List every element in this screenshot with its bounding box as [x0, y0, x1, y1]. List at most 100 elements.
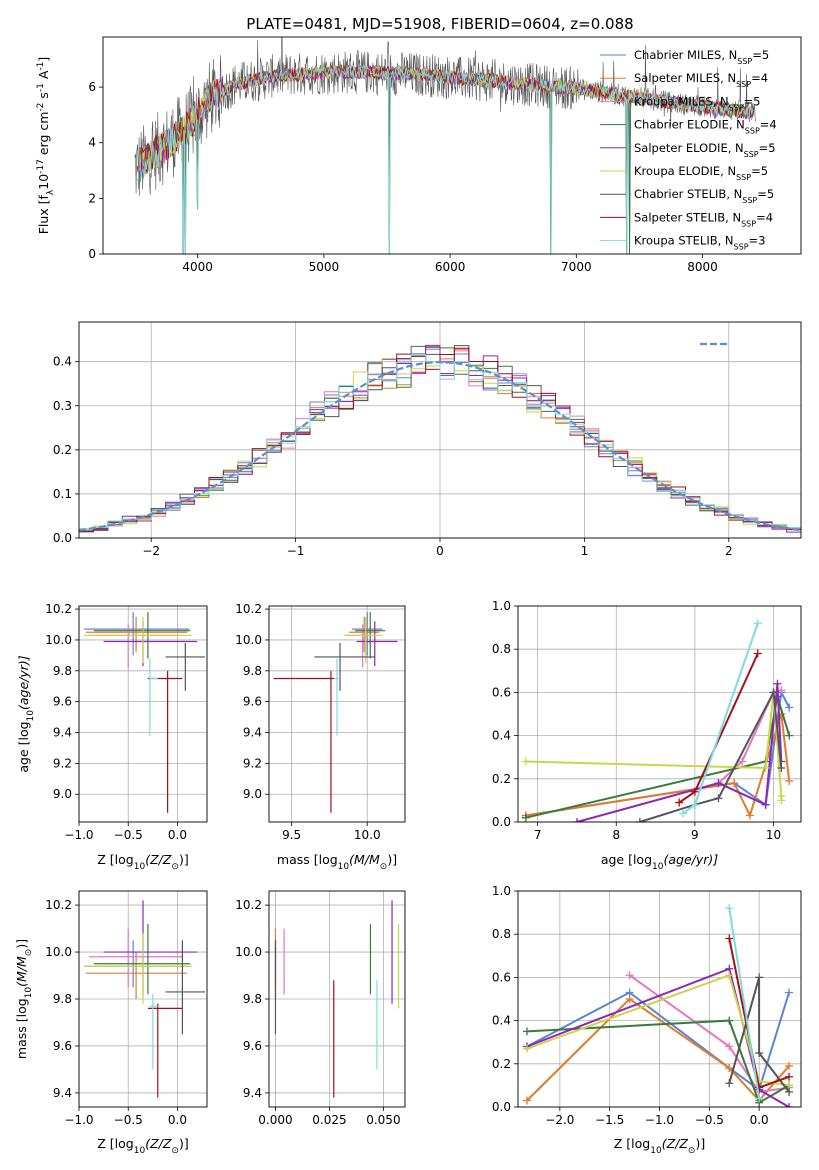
- label-part: ⊙: [171, 1146, 179, 1156]
- label-part: Kroupa MILES, N: [634, 94, 729, 108]
- label-part: SSP: [736, 173, 751, 182]
- label-part: Z [log: [97, 1136, 133, 1151]
- y-tick-label: 9.6: [53, 695, 72, 709]
- plot-area-mass_vs_z: [83, 900, 206, 1098]
- axes-frame: [268, 890, 406, 1108]
- axes-frame: [102, 36, 802, 255]
- label-part: SSP: [745, 126, 760, 135]
- weight-line-2: [629, 974, 790, 1093]
- label-part: =3: [749, 234, 766, 248]
- y-tick-label: 9.4: [243, 1086, 262, 1100]
- label-part: =5: [759, 141, 776, 155]
- weight-marker: [521, 757, 530, 766]
- weight-marker: [753, 619, 762, 628]
- label-part: )]: [695, 1136, 705, 1151]
- chart-residuals: −2 −1 0 1 2 0.0 0.1 0.2 0.3 0.4: [53, 321, 802, 558]
- y-tick-label: 9.8: [53, 664, 72, 678]
- weight-marker: [773, 679, 782, 688]
- y-tick-label: 0.4: [53, 355, 72, 369]
- y-tick-label: 0.8: [492, 642, 511, 656]
- weight-line-3: [525, 696, 791, 819]
- y-axis-label: Flux [fλ10-17 erg cm-2 s-1 A-1]: [36, 57, 56, 235]
- chart-mass_vs_ebv: 0.000 0.025 0.050 9.4 9.6 9.8 10.0 10.2: [235, 890, 406, 1127]
- y-tick-label: 1.0: [492, 599, 511, 613]
- y-tick-label: 2: [88, 191, 96, 205]
- y-tick-label: 9.2: [243, 756, 262, 770]
- y-axis-label: mass [log10(M/M⊙)]: [14, 939, 34, 1059]
- label-part: ⊙: [688, 1146, 696, 1156]
- y-tick-label: 9.6: [243, 1039, 262, 1053]
- label-part: =5: [757, 187, 774, 201]
- label-part: -1: [36, 62, 46, 71]
- weight-marker: [730, 779, 739, 788]
- weight-marker: [725, 904, 734, 913]
- chart-mass_vs_z: −1.0 −0.5 0.09.49.69.810.010.2Z [log10(Z/Z…: [14, 890, 208, 1156]
- x-axis-label: Z [log10(Z/Z⊙)]: [97, 852, 188, 872]
- weight-marker: [522, 1044, 531, 1053]
- weight-marker: [714, 779, 723, 788]
- label-part: 10: [134, 1146, 146, 1156]
- y-tick-label: 0.0: [53, 531, 72, 545]
- y-tick-label: 4: [88, 136, 96, 150]
- x-tick-label: 4000: [182, 260, 213, 274]
- weight-marker: [725, 1042, 734, 1051]
- chart-age_vs_mass: 9.5 10.0 9.0 9.2 9.4 9.6 9.8 10.0 10.2 mass [log1…: [235, 602, 406, 872]
- x-axis-label: Z [log10(Z/Z⊙)]: [614, 1136, 705, 1156]
- label-part: (Z/Z: [662, 1136, 689, 1151]
- legend-entry: Kroupa ELODIE, NSSP=5: [634, 164, 768, 182]
- y-tick-label: 0.2: [492, 772, 511, 786]
- axes-frame: [517, 605, 802, 823]
- x-axis-label: Z [log10(Z/Z⊙)]: [97, 1136, 188, 1156]
- weight-marker: [785, 703, 794, 712]
- label-part: s: [36, 92, 51, 103]
- legend-entry: Salpeter STELIB, NSSP=4: [634, 210, 773, 228]
- y-tick-label: 9.8: [53, 992, 72, 1006]
- x-tick-label: −1.0: [64, 1113, 93, 1127]
- label-part: SSP: [734, 242, 749, 251]
- x-tick-label: 5000: [309, 260, 340, 274]
- weight-marker: [725, 1079, 734, 1088]
- label-part: Chabrier STELIB, N: [634, 187, 742, 201]
- weight-marker: [785, 1061, 794, 1070]
- y-tick-label: 9.0: [53, 787, 72, 801]
- x-tick-label: 8: [612, 828, 620, 842]
- label-part: =5: [751, 164, 768, 178]
- x-tick-label: 10.0: [354, 828, 381, 842]
- weight-marker: [785, 776, 794, 785]
- y-tick-label: 10.2: [235, 898, 262, 912]
- axes-frame: [78, 605, 208, 823]
- label-part: SSP: [741, 219, 756, 228]
- weight-marker: [777, 764, 786, 772]
- weight-marker: [769, 688, 778, 697]
- y-tick-label: 0: [88, 247, 96, 261]
- label-part: 10: [36, 174, 51, 190]
- legend-entry: Salpeter MILES, NSSP=4: [634, 71, 768, 89]
- y-tick-label: 0.1: [53, 487, 72, 501]
- x-tick-label: 0.000: [258, 1113, 292, 1127]
- label-part: =5: [744, 94, 761, 108]
- legend-entry: Kroupa MILES, NSSP=5: [634, 94, 760, 112]
- label-part: (Z/Z: [145, 852, 172, 867]
- label-part: SSP: [744, 149, 759, 158]
- x-tick-label: 7000: [561, 260, 592, 274]
- x-tick-label: 10: [766, 828, 781, 842]
- legend-entry: Chabrier STELIB, NSSP=5: [634, 187, 774, 205]
- x-tick-label: 8000: [687, 260, 718, 274]
- label-part: -2: [36, 103, 46, 112]
- y-tick-label: 6: [88, 80, 96, 94]
- label-part: ⊙: [380, 862, 388, 872]
- axes-frame: [78, 890, 208, 1108]
- x-tick-label: 0.0: [168, 1113, 187, 1127]
- x-tick-label: −2.0: [545, 1113, 574, 1127]
- weight-line-6: [728, 977, 790, 1093]
- label-part: age [log: [601, 852, 652, 867]
- label-part: (age/yr)]: [663, 852, 718, 867]
- x-tick-label: −1.5: [595, 1113, 624, 1127]
- weight-marker: [777, 796, 786, 805]
- label-part: ⊙: [171, 862, 179, 872]
- legend-entry: Salpeter ELODIE, NSSP=5: [634, 141, 776, 159]
- y-tick-label: 9.2: [53, 756, 72, 770]
- weight-marker: [755, 973, 764, 982]
